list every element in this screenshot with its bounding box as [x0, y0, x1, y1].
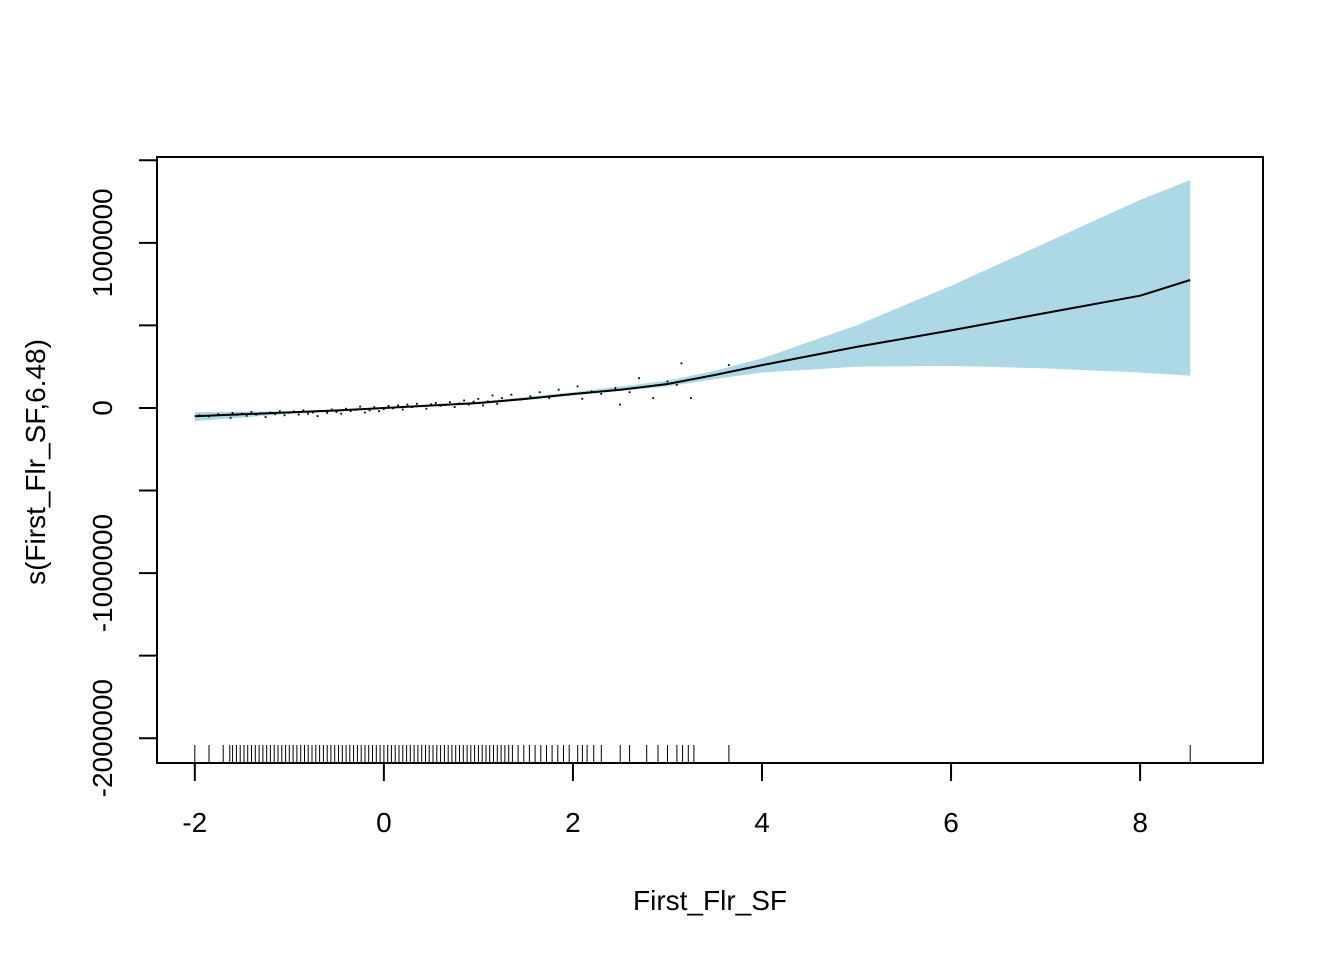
fit-line-layer	[194, 279, 1191, 418]
residual-point	[316, 415, 319, 417]
residual-point	[387, 405, 390, 407]
x-tick-label: 8	[1132, 807, 1148, 838]
residual-point	[538, 391, 541, 394]
residual-point	[477, 397, 480, 400]
residual-point	[501, 397, 503, 399]
x-tick-label: 6	[943, 807, 959, 838]
y-tick-label: 1000000	[87, 188, 118, 297]
y-axis-title: s(First_Flr_SF,6.48)	[20, 339, 51, 585]
residual-point	[652, 397, 655, 399]
residual-point	[349, 410, 352, 413]
residual-point	[231, 411, 234, 414]
residual-point	[666, 380, 669, 383]
residual-point	[529, 395, 532, 398]
x-tick-label: -2	[182, 807, 207, 838]
confidence-band-layer	[194, 180, 1191, 422]
residual-point	[600, 393, 603, 395]
residual-point	[250, 411, 253, 413]
residual-point	[690, 397, 692, 399]
residual-point	[330, 408, 333, 411]
residual-point	[274, 413, 276, 416]
residual-point	[467, 403, 470, 406]
residual-point	[335, 411, 338, 413]
residual-point	[482, 404, 484, 407]
residual-point	[416, 402, 418, 405]
residual-point	[548, 397, 551, 399]
residual-point	[278, 410, 281, 413]
residual-point	[430, 403, 432, 406]
residual-point	[359, 405, 361, 408]
residual-point	[245, 414, 248, 417]
residual-point	[364, 411, 366, 414]
residual-point	[401, 408, 404, 411]
partial-residuals-layer	[198, 362, 730, 419]
residual-point	[264, 416, 267, 418]
residual-point	[434, 402, 437, 404]
residual-point	[229, 416, 232, 419]
y-tick-label: -2000000	[87, 679, 118, 797]
residual-point	[510, 393, 513, 396]
residual-point	[345, 407, 347, 410]
residual-point	[217, 413, 220, 416]
residual-point	[406, 403, 409, 406]
residual-point	[581, 397, 584, 400]
residual-point	[312, 411, 314, 414]
residual-point	[340, 412, 343, 415]
residual-point	[397, 404, 399, 407]
residual-point	[283, 414, 286, 417]
x-tick-label: 0	[376, 807, 392, 838]
residual-point	[326, 411, 328, 414]
residual-point	[472, 400, 475, 403]
residual-point	[307, 412, 309, 415]
confidence-band	[194, 180, 1191, 422]
y-tick-label: -1000000	[87, 514, 118, 632]
residual-point	[576, 385, 579, 388]
residual-point	[619, 403, 621, 406]
residual-point	[675, 383, 678, 386]
rug-layer	[194, 745, 1191, 763]
residual-point	[557, 388, 560, 391]
residual-point	[491, 394, 494, 397]
y-axis: 1000000 0 -1000000 -2000000	[87, 159, 158, 797]
residual-point	[680, 362, 683, 365]
x-tick-label: 2	[565, 807, 581, 838]
residual-point	[449, 401, 451, 403]
residual-point	[463, 399, 465, 402]
residual-point	[628, 391, 631, 394]
residual-point	[373, 406, 376, 408]
residual-point	[297, 413, 300, 416]
residual-point	[453, 406, 456, 408]
residual-point	[727, 364, 730, 366]
x-axis-title: First_Flr_SF	[633, 885, 787, 916]
residual-point	[378, 410, 380, 413]
residual-point	[382, 408, 385, 411]
residual-point	[638, 377, 640, 380]
residual-point	[425, 407, 428, 410]
x-tick-label: 4	[754, 807, 770, 838]
fit-line	[194, 279, 1191, 418]
y-tick-label: 0	[87, 400, 118, 416]
residual-point	[368, 409, 371, 412]
residual-point	[496, 402, 499, 405]
residual-point	[302, 409, 305, 412]
x-axis: -2 0 2 4 6 8	[182, 762, 1148, 838]
residual-point	[614, 387, 617, 389]
